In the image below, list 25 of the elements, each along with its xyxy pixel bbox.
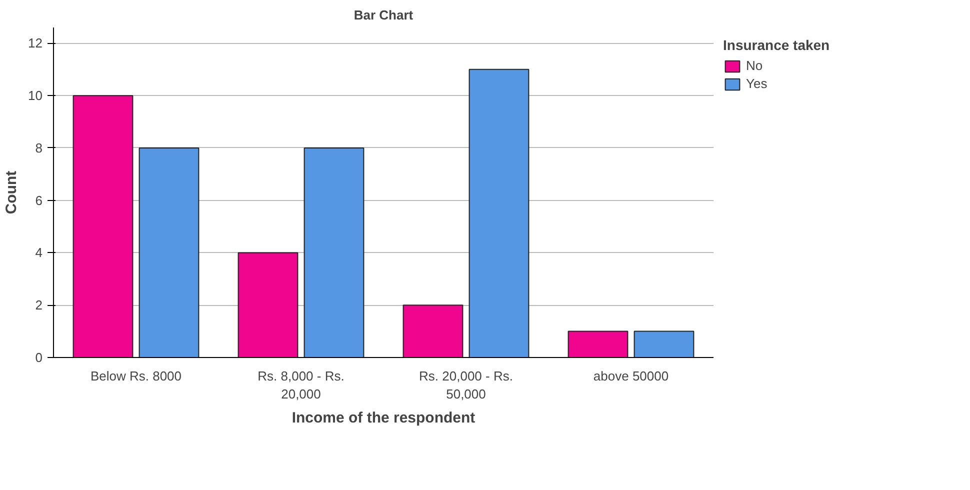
bar: [634, 330, 694, 358]
y-tick-label: 10: [28, 88, 43, 104]
y-tick-label: 4: [35, 245, 43, 260]
bar: [238, 252, 298, 358]
y-tick-label: 2: [35, 298, 43, 313]
legend-label: Yes: [746, 76, 768, 91]
bar: [468, 68, 530, 358]
x-axis-title: Income of the respondent: [292, 410, 476, 426]
x-tick-label: Rs. 20,000 - Rs. 50,000: [419, 368, 513, 402]
y-tick-label: 6: [35, 192, 43, 208]
y-tick-label: 12: [28, 36, 43, 51]
legend-label: No: [746, 58, 764, 73]
bar: [568, 330, 628, 358]
chart-title: Bar Chart: [354, 8, 414, 22]
x-tick-label: Rs. 8,000 - Rs. 20,000: [258, 368, 344, 402]
bar: [72, 95, 134, 358]
y-tick-label: 8: [35, 140, 43, 156]
legend-title: Insurance taken: [723, 37, 830, 53]
y-tick-label: 0: [35, 350, 43, 365]
x-tick-label: Below Rs. 8000: [90, 368, 182, 384]
x-tick-label: above 50000: [593, 368, 669, 384]
bar: [402, 304, 464, 358]
bar: [138, 147, 200, 358]
bar: [304, 147, 364, 358]
y-axis-title: Count: [3, 170, 20, 214]
